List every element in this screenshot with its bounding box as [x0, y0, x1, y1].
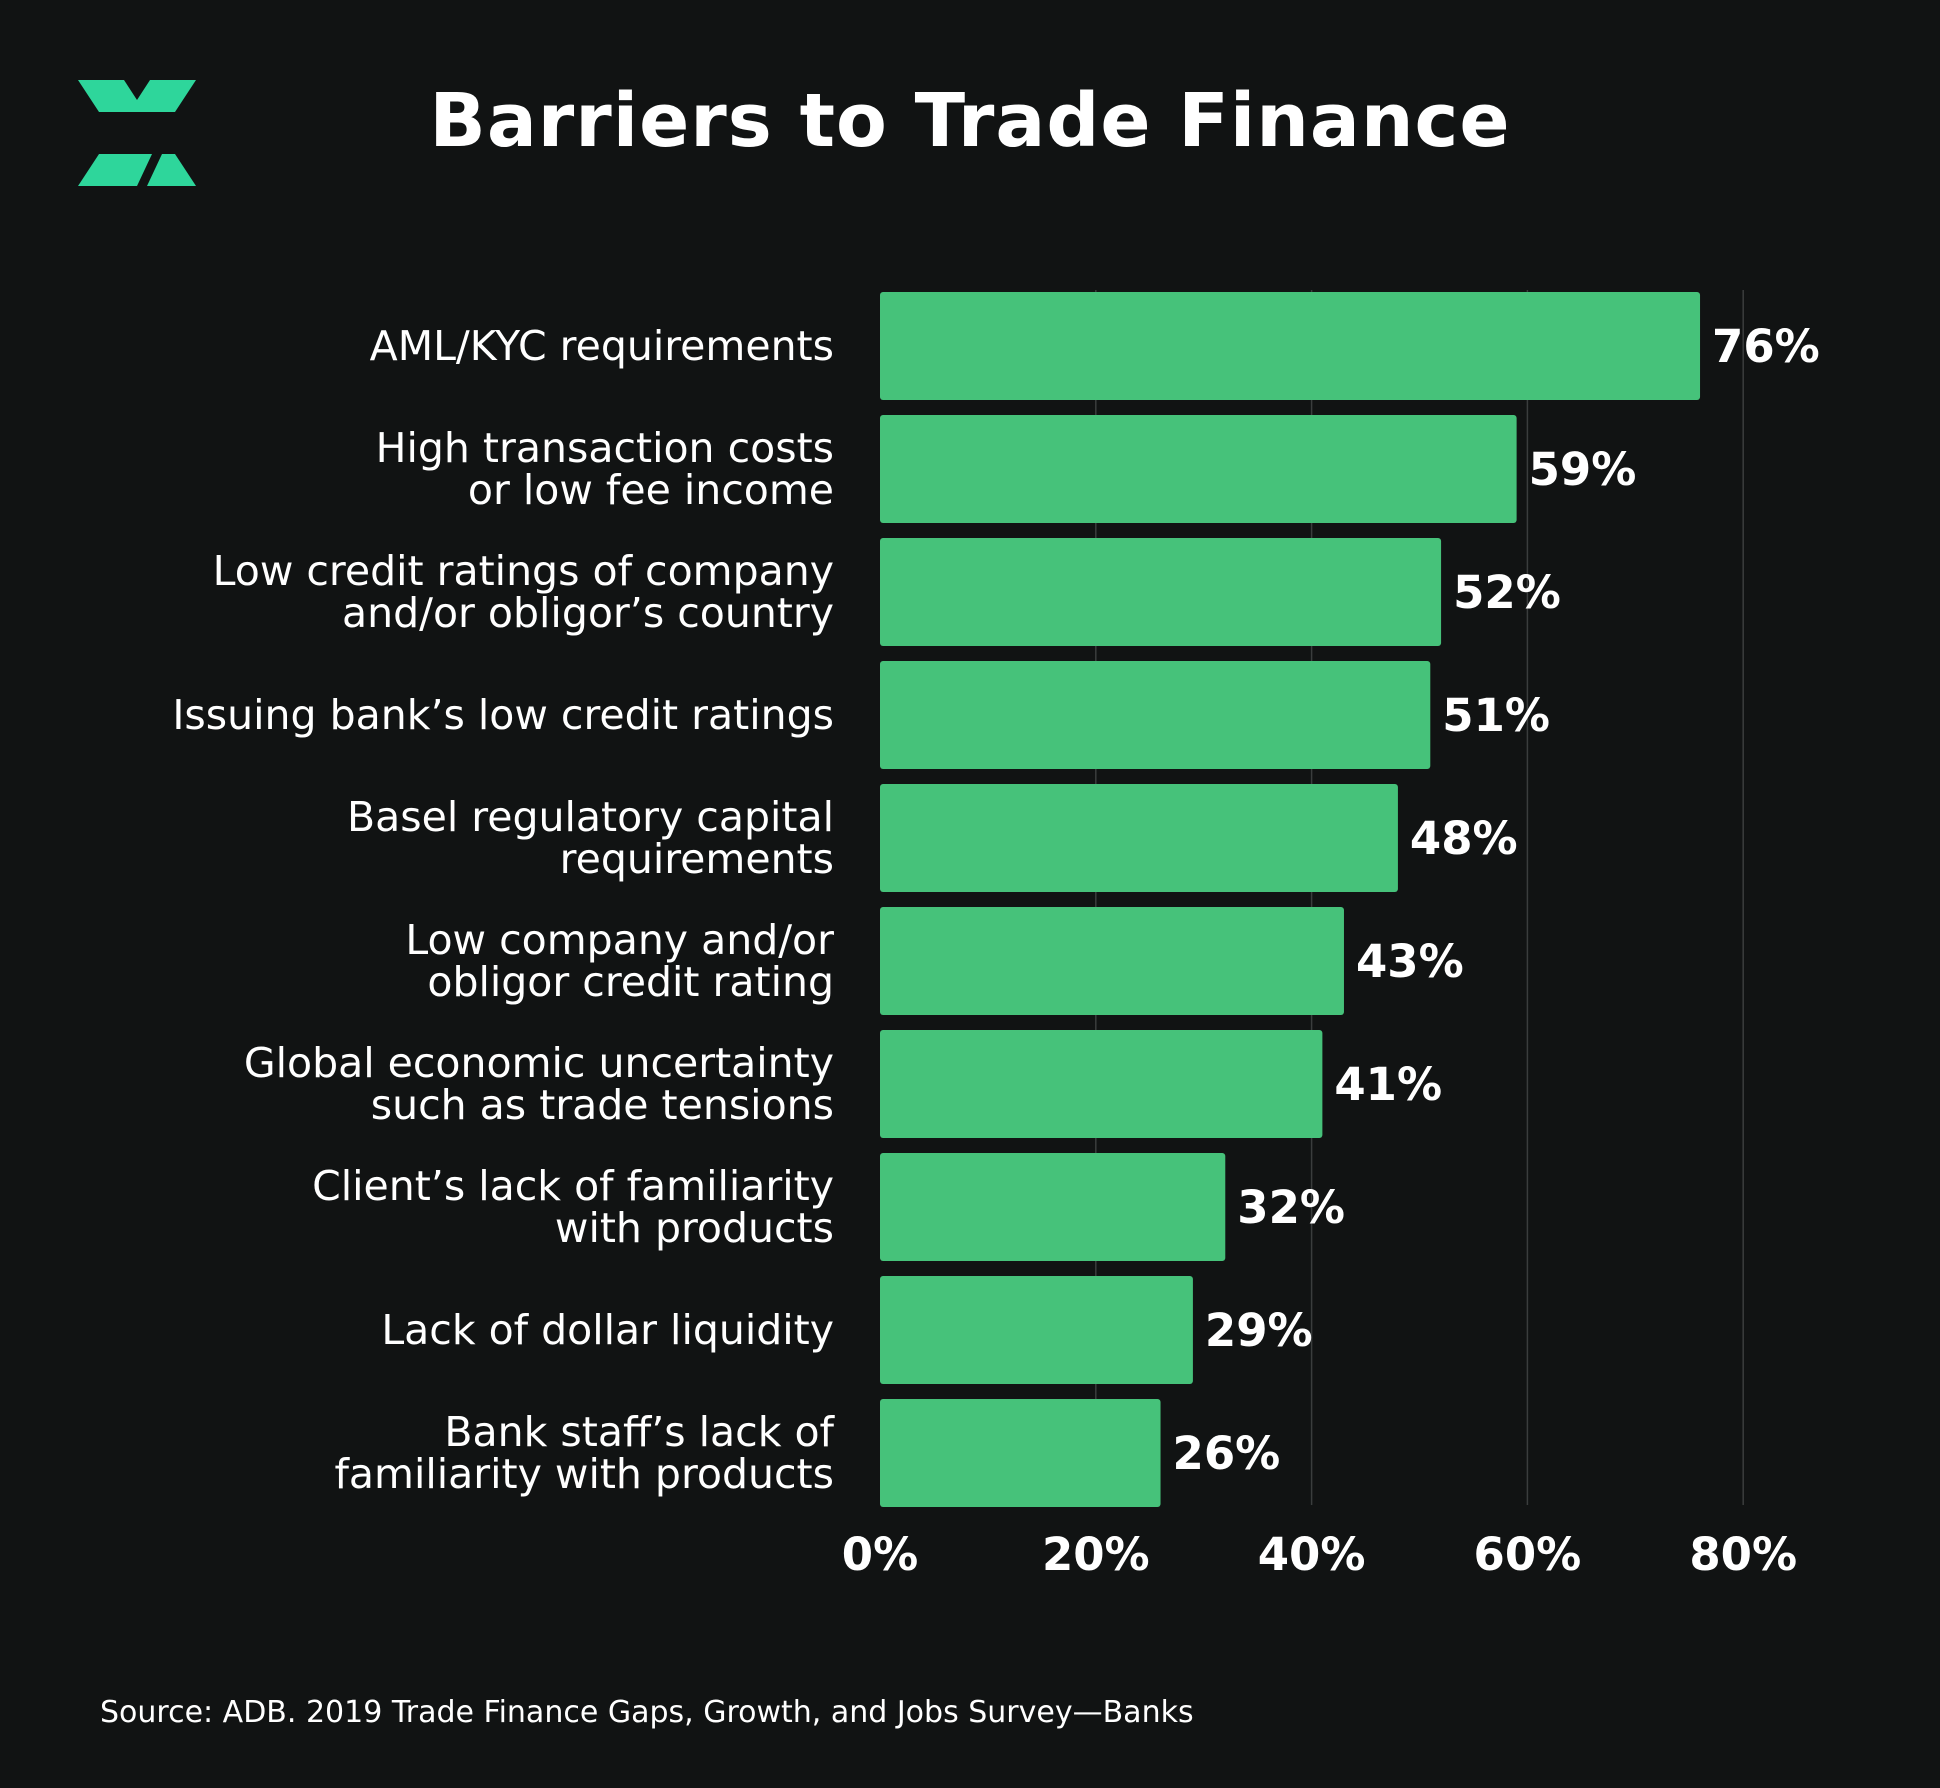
bars [880, 292, 1701, 1507]
category-label: AML/KYC requirements [370, 322, 834, 370]
category-label: Low credit ratings of company and/or obli… [213, 547, 834, 637]
category-label: Global economic uncertainty such as trade… [244, 1039, 834, 1129]
category-label-line: and/or obligor’s country [342, 589, 834, 637]
category-label-line: AML/KYC requirements [370, 322, 834, 370]
bar [880, 1153, 1226, 1261]
category-label: Bank staff’s lack of familiarity with pro… [335, 1408, 836, 1498]
category-labels: AML/KYC requirements High transaction cos… [172, 322, 835, 1498]
value-label: 26% [1173, 1427, 1281, 1480]
category-label-line: Lack of dollar liquidity [381, 1306, 834, 1354]
bar [880, 1276, 1193, 1384]
x-logo-icon [78, 80, 196, 186]
category-label-line: requirements [560, 835, 834, 883]
category-label: Basel regulatory capital requirements [347, 793, 834, 883]
value-label: 41% [1334, 1058, 1442, 1111]
category-label-line: Low credit ratings of company [213, 547, 834, 595]
x-tick-label: 80% [1689, 1528, 1797, 1581]
value-label: 43% [1356, 935, 1464, 988]
bar [880, 538, 1442, 646]
category-label-line: Basel regulatory capital [347, 793, 834, 841]
category-label: High transaction costs or low fee income [376, 424, 834, 514]
value-label: 29% [1205, 1304, 1313, 1357]
bar [880, 415, 1517, 523]
value-label: 76% [1712, 320, 1820, 373]
category-label-line: High transaction costs [376, 424, 834, 472]
value-labels: 76% 59% 52% 51% 48% 43% 41% 32% 29% 26% [1173, 320, 1820, 1480]
bar [880, 784, 1398, 892]
x-tick-label: 40% [1258, 1528, 1366, 1581]
category-label: Lack of dollar liquidity [381, 1306, 834, 1354]
category-label-line: Bank staff’s lack of [444, 1408, 835, 1456]
category-label-line: familiarity with products [335, 1450, 835, 1498]
x-tick-label: 0% [842, 1528, 918, 1581]
bar [880, 907, 1344, 1015]
value-label: 48% [1410, 812, 1518, 865]
category-label-line: Low company and/or [405, 916, 834, 964]
bar [880, 1030, 1323, 1138]
bar [880, 661, 1431, 769]
bar [880, 292, 1701, 400]
category-label-line: Client’s lack of familiarity [312, 1162, 834, 1210]
category-label-line: such as trade tensions [371, 1081, 834, 1129]
value-label: 59% [1529, 443, 1637, 496]
category-label-line: Issuing bank’s low credit ratings [172, 691, 834, 739]
value-label: 32% [1237, 1181, 1345, 1234]
category-label: Low company and/or obligor credit rating [405, 916, 834, 1006]
category-label: Issuing bank’s low credit ratings [172, 691, 834, 739]
bar-chart: 76% 59% 52% 51% 48% 43% 41% 32% 29% 26% AML/KYC r… [172, 290, 1820, 1581]
value-label: 52% [1453, 566, 1561, 619]
x-tick-labels: 0% 20% 40% 60% 80% [842, 1528, 1797, 1581]
x-tick-label: 20% [1042, 1528, 1150, 1581]
category-label-line: obligor credit rating [427, 958, 834, 1006]
category-label-line: Global economic uncertainty [244, 1039, 834, 1087]
source-note: Source: ADB. 2019 Trade Finance Gaps, Gr… [100, 1695, 1194, 1730]
value-label: 51% [1442, 689, 1550, 742]
bar [880, 1399, 1161, 1507]
category-label-line: with products [555, 1204, 834, 1252]
x-tick-label: 60% [1474, 1528, 1582, 1581]
chart-title: Barriers to Trade Finance [429, 78, 1511, 164]
category-label: Client’s lack of familiarity with product… [312, 1162, 834, 1252]
category-label-line: or low fee income [468, 466, 834, 514]
